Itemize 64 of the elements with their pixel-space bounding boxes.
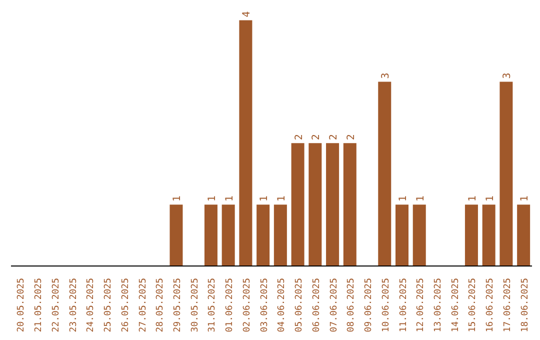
x-tick-label: 01.06.2025	[225, 278, 236, 332]
bar	[170, 204, 183, 266]
bar	[378, 82, 392, 266]
x-tick-label: 08.06.2025	[346, 278, 357, 332]
data-label: 1	[520, 196, 531, 202]
x-tick-label: 07.06.2025	[329, 278, 340, 332]
x-tick-label: 27.05.2025	[138, 278, 148, 332]
data-label: 1	[224, 196, 236, 202]
x-tick-label: 16.06.2025	[486, 278, 496, 332]
bar	[326, 143, 340, 266]
x-tick-label: 21.05.2025	[34, 278, 44, 332]
bar	[500, 82, 513, 266]
bar	[396, 204, 408, 266]
x-tick-label: 23.05.2025	[68, 278, 79, 332]
data-label: 2	[311, 134, 322, 140]
data-label: 2	[294, 134, 305, 140]
x-tick-label: 04.06.2025	[277, 278, 288, 332]
x-tick-label: 10.06.2025	[381, 278, 392, 332]
bar	[256, 204, 270, 266]
x-tick-label: 25.05.2025	[104, 278, 114, 332]
x-tick-label: 09.06.2025	[364, 278, 374, 332]
data-label: 4	[242, 11, 253, 18]
data-label: 2	[346, 134, 357, 140]
data-label: 1	[467, 196, 478, 202]
x-tick-label: 06.06.2025	[312, 278, 322, 332]
data-label: 1	[259, 196, 270, 202]
x-tick-label: 03.06.2025	[260, 278, 270, 332]
bar	[274, 204, 287, 266]
bar	[412, 204, 426, 266]
x-tick-label: 31.05.2025	[208, 278, 218, 332]
x-tick-label: 29.05.2025	[172, 278, 183, 332]
bar	[482, 204, 496, 266]
data-label: 3	[502, 72, 514, 79]
x-tick-label: 30.05.2025	[190, 278, 200, 332]
data-label: 2	[328, 134, 340, 140]
data-label: 3	[380, 72, 392, 79]
x-tick-label: 24.05.2025	[86, 278, 96, 332]
data-label: 1	[484, 196, 496, 202]
bar	[517, 204, 530, 266]
x-tick-label: 28.05.2025	[156, 278, 166, 332]
data-label: 1	[415, 196, 426, 202]
x-tick-label: 22.05.2025	[51, 278, 62, 332]
bar	[291, 143, 304, 266]
data-label: 1	[276, 196, 288, 202]
x-tick-label: 17.06.2025	[502, 278, 513, 332]
bar	[222, 204, 235, 266]
x-tick-label: 05.06.2025	[294, 278, 305, 332]
data-label: 1	[172, 196, 184, 202]
x-tick-label: 13.06.2025	[433, 278, 444, 332]
x-tick-label: 15.06.2025	[468, 278, 478, 332]
bar	[239, 20, 252, 266]
x-tick-label: 20.05.2025	[16, 278, 27, 332]
x-tick-label: 12.06.2025	[416, 278, 426, 332]
bar	[464, 204, 478, 266]
bar	[343, 143, 356, 266]
data-label: 1	[206, 196, 218, 202]
x-tick-label: 18.06.2025	[520, 278, 530, 332]
bar	[308, 143, 322, 266]
x-tick-label: 11.06.2025	[398, 278, 409, 332]
x-tick-label: 14.06.2025	[450, 278, 461, 332]
x-tick-label: 26.05.2025	[120, 278, 131, 332]
data-label: 1	[398, 196, 409, 202]
x-tick-label: 02.06.2025	[242, 278, 252, 332]
bar	[204, 204, 218, 266]
